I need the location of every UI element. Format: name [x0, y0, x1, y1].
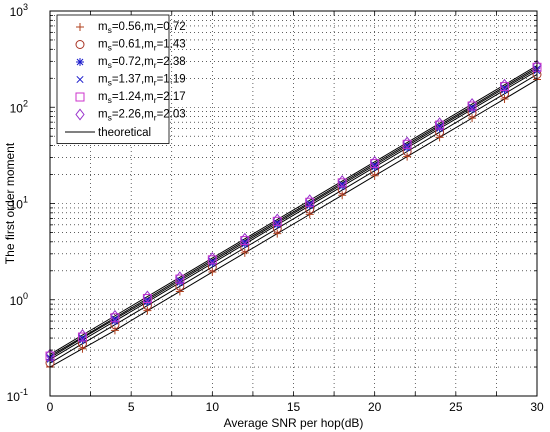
x-tick-label: 10 [206, 400, 220, 414]
legend-label: ms=2.26,mr=2.03 [98, 109, 186, 123]
data-point [75, 40, 85, 49]
theoretical-curves [49, 65, 538, 368]
data-point [175, 287, 184, 296]
legend-label: ms=0.61,mr=1.43 [98, 39, 186, 53]
data-point [110, 309, 120, 322]
data-point [207, 252, 217, 265]
x-tick-label: 15 [287, 400, 301, 414]
y-axis-label: The first order moment [3, 142, 17, 264]
legend-box [56, 14, 170, 144]
y-tick-label: 103 [10, 2, 28, 19]
data-point [305, 210, 314, 219]
data-point [76, 23, 84, 31]
theoretical-line [49, 79, 538, 368]
data-point [402, 136, 412, 149]
x-tick-label: 20 [368, 400, 382, 414]
legend-label: ms=1.24,mr=2.17 [98, 91, 186, 105]
data-point [75, 108, 85, 121]
data-point [370, 155, 380, 168]
data-point [468, 114, 477, 123]
x-tick-label: 30 [530, 400, 544, 414]
legend-entry: ms=2.26,mr=2.03 [75, 108, 186, 123]
legend-label: ms=0.56,mr=0.72 [98, 21, 186, 35]
data-point [273, 229, 282, 238]
data-point [272, 213, 282, 226]
y-tick-label: 10-1 [7, 387, 28, 404]
data-point [435, 133, 444, 142]
x-tick-label: 5 [128, 400, 135, 414]
theoretical-line [49, 65, 538, 355]
data-point [77, 329, 88, 342]
data-point [305, 194, 315, 207]
data-point [111, 315, 119, 323]
data-point [337, 175, 347, 188]
legend-entry: ms=0.61,mr=1.43 [75, 39, 186, 53]
data-point [240, 232, 250, 245]
y-tick-label: 102 [10, 98, 28, 115]
legend-entry: ms=0.56,mr=0.72 [76, 21, 186, 35]
y-tick-label: 100 [10, 291, 28, 308]
x-axis-label: Average SNR per hop(dB) [224, 416, 364, 430]
legend: ms=0.56,mr=0.72 ms=0.61,mr=1.43 ms=0.72,mr… [56, 14, 186, 144]
x-tick-label: 0 [47, 400, 54, 414]
theoretical-line [49, 68, 538, 359]
x-tick-label: 25 [449, 400, 463, 414]
data-point [78, 344, 87, 353]
data-point [110, 326, 119, 335]
data-point [370, 171, 379, 180]
legend-label: ms=0.72,mr=2.38 [98, 56, 186, 70]
data-point [142, 290, 153, 303]
data-point [143, 306, 152, 315]
data-point [338, 191, 347, 200]
legend-entry: theoretical [65, 127, 151, 139]
data-point [175, 271, 185, 284]
data-point [78, 334, 87, 342]
data-point [434, 117, 445, 130]
data-point [75, 92, 85, 102]
legend-label: ms=1.37,mr=1.19 [98, 74, 186, 88]
legend-entry: ms=1.37,mr=1.19 [76, 74, 186, 88]
data-point [467, 98, 477, 111]
data-point [76, 58, 84, 66]
data-point [240, 248, 249, 257]
data-point [76, 75, 84, 84]
data-point [403, 152, 412, 161]
theoretical-line [49, 70, 538, 360]
data-point [499, 78, 510, 91]
data-point [500, 94, 509, 103]
theoretical-line [49, 66, 538, 357]
legend-label: theoretical [98, 127, 151, 139]
data-point [208, 268, 217, 277]
theoretical-line [49, 74, 538, 364]
legend-entry: ms=0.72,mr=2.38 [76, 56, 186, 70]
legend-entry: ms=1.24,mr=2.17 [75, 91, 186, 105]
